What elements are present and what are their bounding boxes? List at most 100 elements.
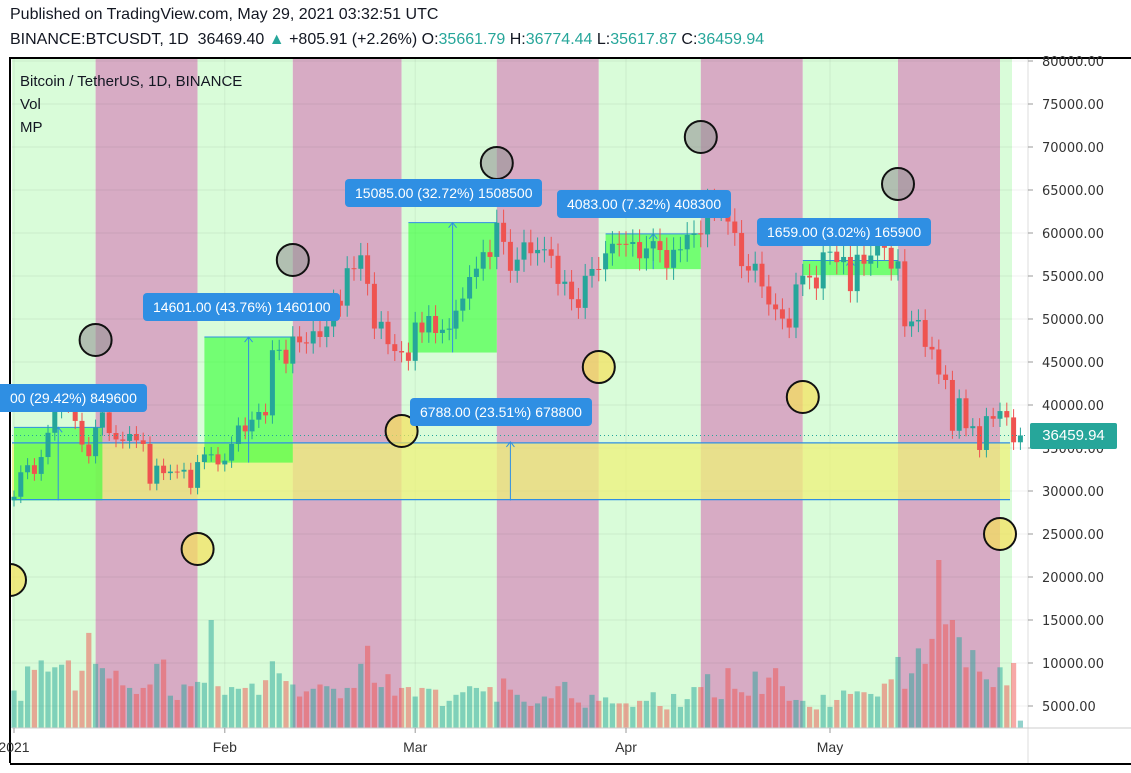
range-label[interactable]: 4083.00 (7.32%) 408300 bbox=[557, 190, 732, 218]
candle-body bbox=[25, 465, 31, 473]
volume-bar bbox=[725, 668, 731, 728]
candle-body bbox=[548, 249, 554, 256]
volume-bar bbox=[677, 706, 683, 728]
new-moon-marker bbox=[275, 243, 310, 277]
candle-body bbox=[779, 309, 785, 319]
volume-bar bbox=[229, 687, 235, 728]
full-moon-marker bbox=[180, 532, 215, 566]
volume-bar bbox=[990, 687, 996, 728]
volume-bar bbox=[25, 666, 31, 728]
volume-bar bbox=[589, 694, 595, 728]
candle-body bbox=[834, 251, 840, 263]
volume-bar bbox=[813, 709, 819, 728]
volume-bar bbox=[929, 638, 935, 728]
volume-bar bbox=[133, 693, 139, 728]
volume-bar bbox=[276, 673, 282, 728]
candle-body bbox=[562, 281, 568, 284]
volume-bar bbox=[297, 696, 303, 728]
moon-phase-band bbox=[496, 58, 599, 728]
new-moon-marker bbox=[881, 167, 915, 201]
volume-bar bbox=[351, 687, 357, 728]
volume-bar bbox=[371, 682, 377, 728]
candle-body bbox=[446, 328, 452, 330]
candle-body bbox=[603, 253, 609, 270]
volume-bar bbox=[140, 687, 146, 728]
candle-body bbox=[18, 472, 24, 497]
volume-bar bbox=[487, 687, 493, 728]
new-moon-marker bbox=[683, 120, 718, 154]
volume-bar bbox=[575, 702, 581, 728]
candle-body bbox=[732, 221, 738, 233]
volume-bar bbox=[256, 694, 262, 728]
low-label: L: bbox=[596, 31, 611, 48]
candle-body bbox=[535, 249, 541, 254]
chart-frame bbox=[9, 57, 1131, 763]
volume-bar bbox=[242, 687, 248, 728]
volume-bar bbox=[120, 685, 126, 728]
time-tick-label: Feb bbox=[213, 739, 237, 755]
legend-mp[interactable]: MP bbox=[20, 119, 43, 136]
volume-bar bbox=[555, 686, 561, 728]
candle-body bbox=[412, 322, 418, 361]
candle-body bbox=[977, 426, 983, 450]
candle-body bbox=[664, 250, 670, 268]
candle-body bbox=[813, 277, 819, 289]
volume-bar bbox=[779, 686, 785, 728]
range-label[interactable]: 15085.00 (32.72%) 1508500 bbox=[345, 179, 543, 207]
volume-bar bbox=[752, 671, 758, 728]
candle-body bbox=[263, 412, 269, 416]
candle-body bbox=[507, 241, 513, 271]
volume-bar bbox=[922, 663, 928, 728]
time-tick-label: 2021 bbox=[0, 739, 30, 755]
range-label[interactable]: 00 (29.42%) 849600 bbox=[0, 384, 147, 412]
range-label[interactable]: 14601.00 (43.76%) 1460100 bbox=[143, 293, 341, 321]
volume-bar bbox=[630, 706, 636, 728]
candle-body bbox=[643, 248, 649, 259]
candle-body bbox=[324, 326, 330, 337]
volume-bar bbox=[494, 701, 500, 728]
price-tick-label: 50000.00 bbox=[1042, 313, 1104, 328]
volume-bar bbox=[507, 689, 513, 728]
volume-bar bbox=[963, 667, 969, 728]
candle-body bbox=[609, 243, 615, 254]
candle-body bbox=[582, 275, 588, 308]
candle-body bbox=[861, 254, 867, 264]
close-value: 36459.94 bbox=[697, 31, 765, 48]
up-arrow-icon: ▲ bbox=[268, 31, 285, 48]
candle-body bbox=[161, 465, 167, 474]
volume-bar bbox=[800, 700, 806, 728]
candle-body bbox=[970, 426, 976, 429]
candle-body bbox=[283, 349, 289, 364]
volume-bar bbox=[684, 699, 690, 728]
volume-bar bbox=[650, 692, 656, 728]
volume-bar bbox=[847, 693, 853, 728]
legend-title[interactable]: Bitcoin / TetherUS, 1D, BINANCE bbox=[20, 73, 243, 90]
candle-body bbox=[684, 234, 690, 250]
support-zone bbox=[12, 442, 1010, 500]
volume-bar bbox=[875, 696, 881, 728]
legend-vol[interactable]: Vol bbox=[20, 96, 41, 113]
candle-body bbox=[242, 425, 248, 432]
range-label[interactable]: 1659.00 (3.02%) 165900 bbox=[757, 218, 932, 246]
volume-bar bbox=[643, 700, 649, 728]
candle-body bbox=[120, 439, 126, 441]
volume-bar bbox=[562, 681, 568, 728]
volume-bar bbox=[263, 680, 269, 728]
candle-body bbox=[943, 374, 949, 380]
candle-body bbox=[888, 247, 894, 269]
low-value: 35617.87 bbox=[610, 31, 677, 48]
candle-body bbox=[358, 255, 364, 269]
range-label[interactable]: 6788.00 (23.51%) 678800 bbox=[410, 398, 592, 426]
volume-bar bbox=[181, 684, 187, 728]
candle-body bbox=[133, 433, 139, 441]
candle-body bbox=[902, 261, 908, 327]
volume-bar bbox=[698, 687, 704, 728]
candle-body bbox=[521, 242, 527, 260]
price-tick-label: 60000.00 bbox=[1042, 227, 1104, 242]
volume-bar bbox=[446, 700, 452, 728]
volume-bar bbox=[671, 693, 677, 728]
volume-bar bbox=[31, 669, 37, 728]
candle-body bbox=[385, 321, 391, 345]
volume-bar bbox=[290, 684, 296, 728]
